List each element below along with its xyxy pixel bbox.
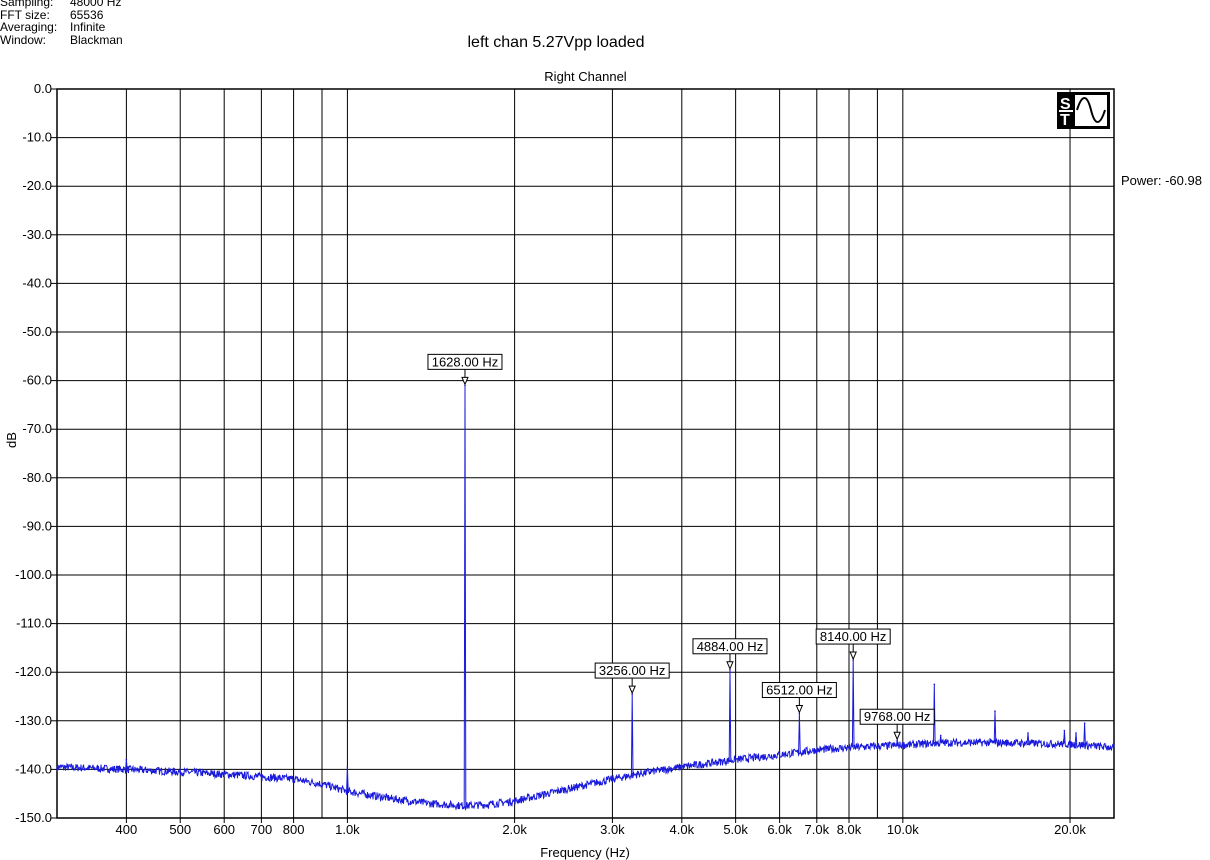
- y-tick-label: -50.0: [22, 324, 52, 339]
- peak-marker-arrow: [849, 651, 857, 661]
- info-key: Window:: [0, 32, 47, 47]
- y-tick-label: -120.0: [15, 664, 52, 679]
- peak-label: 3256.00 Hz: [599, 663, 666, 678]
- y-tick-label: -90.0: [22, 518, 52, 533]
- spectrum-trace: [56, 385, 1115, 811]
- peak-marker-arrow: [795, 705, 804, 714]
- x-tick-label: 500: [169, 822, 191, 837]
- y-tick-label: -150.0: [15, 810, 52, 825]
- peak-marker-arrow: [461, 376, 469, 386]
- x-tick-label: 800: [283, 822, 305, 837]
- y-tick-label: -20.0: [22, 178, 52, 193]
- y-tick-label: -10.0: [22, 130, 52, 145]
- peak-point: [1027, 732, 1029, 734]
- peak-label: 1628.00 Hz: [432, 354, 499, 369]
- x-tick-label: 20.0k: [1054, 822, 1086, 837]
- measurement-info: Sampling: 48000 Hz FFT size: 65536 Averaging…: [0, 0, 123, 46]
- peak-point: [125, 758, 128, 761]
- peak-label-box: [594, 662, 670, 679]
- info-key: Averaging:: [0, 20, 58, 34]
- peak-marker-arrow: [893, 731, 901, 741]
- x-tick-label: 5.0k: [723, 822, 748, 837]
- peak-marker-arrow: [628, 685, 636, 695]
- peak-point: [346, 766, 349, 768]
- peak-label: 6512.00 Hz: [766, 683, 833, 698]
- peak-marker-arrow: [726, 661, 734, 671]
- y-tick-label: -70.0: [22, 421, 52, 436]
- svg-text:T: T: [1060, 112, 1070, 129]
- peak-label: 4884.00 Hz: [697, 639, 764, 654]
- y-tick-label: -130.0: [15, 713, 52, 728]
- info-row: Window: Blackman: [0, 32, 123, 47]
- info-key: FFT size:: [0, 7, 50, 22]
- x-tick-label: 7.0k: [805, 822, 830, 837]
- x-tick-label: 400: [116, 822, 138, 837]
- y-tick-label: 0.0: [34, 81, 52, 96]
- info-value: Blackman: [70, 32, 123, 47]
- peak-label-box: [859, 708, 935, 725]
- chart-subtitle: Right Channel: [544, 69, 627, 84]
- peak-point: [1063, 729, 1066, 732]
- info-key: Sampling:: [0, 0, 54, 9]
- y-tick-label: -100.0: [15, 567, 52, 582]
- peak-point: [933, 683, 936, 686]
- info-row: Sampling: 48000 Hz: [0, 0, 123, 9]
- spectraplus-st-logo-icon: S T: [1057, 92, 1110, 129]
- peak-point: [1083, 722, 1086, 725]
- x-tick-label: 8.0k: [837, 822, 862, 837]
- y-tick-label: -110.0: [16, 616, 52, 631]
- plot-frame: [56, 88, 1115, 819]
- power-readout: Power: -60.98: [1121, 173, 1202, 188]
- x-tick-label: 6.0k: [767, 822, 792, 837]
- y-tick-label: -40.0: [22, 275, 52, 290]
- chart-title: left chan 5.27Vpp loaded: [467, 34, 645, 51]
- info-row: Averaging: Infinite: [0, 21, 123, 34]
- info-row: FFT size: 65536: [0, 7, 123, 22]
- info-value: Infinite: [70, 20, 106, 34]
- info-value: 65536: [70, 7, 104, 22]
- peak-label-box: [815, 628, 891, 645]
- x-tick-label: 10.0k: [887, 822, 919, 837]
- x-tick-label: 700: [251, 822, 273, 837]
- x-tick-label: 2.0k: [502, 822, 527, 837]
- peak-label: 8140.00 Hz: [820, 629, 887, 644]
- peak-label-box: [761, 682, 837, 699]
- peak-label-box: [427, 353, 503, 370]
- x-tick-label: 4.0k: [670, 822, 695, 837]
- x-tick-label: 3.0k: [600, 822, 625, 837]
- y-tick-label: -80.0: [22, 470, 52, 485]
- peak-label: 9768.00 Hz: [864, 709, 931, 724]
- y-tick-label: -60.0: [22, 373, 52, 388]
- x-tick-label: 600: [213, 822, 235, 837]
- x-tick-label: 1.0k: [335, 822, 360, 837]
- svg-text:S: S: [1060, 96, 1071, 113]
- y-tick-label: -30.0: [22, 227, 52, 242]
- peak-point: [1075, 732, 1077, 734]
- y-tick-label: -140.0: [15, 761, 52, 776]
- info-value: 48000 Hz: [70, 0, 122, 9]
- peak-point: [994, 710, 996, 712]
- peak-point: [939, 734, 942, 737]
- peak-label-box: [692, 638, 768, 655]
